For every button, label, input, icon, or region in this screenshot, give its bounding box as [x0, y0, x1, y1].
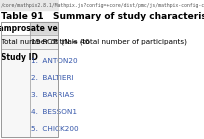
Bar — [1, 49, 58, 137]
Bar — [1, 22, 58, 137]
Text: /core/mathpix2.8.1/Mathpix.js?config=+core/dist/pmc/js/mathpix-config-classic.3.: /core/mathpix2.8.1/Mathpix.js?config=+co… — [1, 3, 204, 8]
Text: 5.  CHICK200: 5. CHICK200 — [31, 126, 79, 132]
Text: 4.  BESSON1: 4. BESSON1 — [31, 109, 77, 115]
Text: 19 RCTs (N = 46: 19 RCTs (N = 46 — [31, 39, 89, 45]
Text: Study ID: Study ID — [1, 53, 38, 61]
Text: 3.  BARRIAS: 3. BARRIAS — [31, 92, 74, 98]
Text: Total number of trials (total number of participants): Total number of trials (total number of … — [1, 39, 187, 45]
Text: 1.  ANTON20: 1. ANTON20 — [31, 58, 78, 64]
Text: Acamprosate ve: Acamprosate ve — [0, 24, 58, 33]
Bar — [30, 22, 58, 35]
Text: 2.  BALTIERI: 2. BALTIERI — [31, 75, 74, 81]
Bar — [1, 35, 58, 49]
Text: Table 91   Summary of study characteristics for acamprosa: Table 91 Summary of study characteristic… — [1, 12, 204, 20]
Bar — [0, 0, 59, 10]
